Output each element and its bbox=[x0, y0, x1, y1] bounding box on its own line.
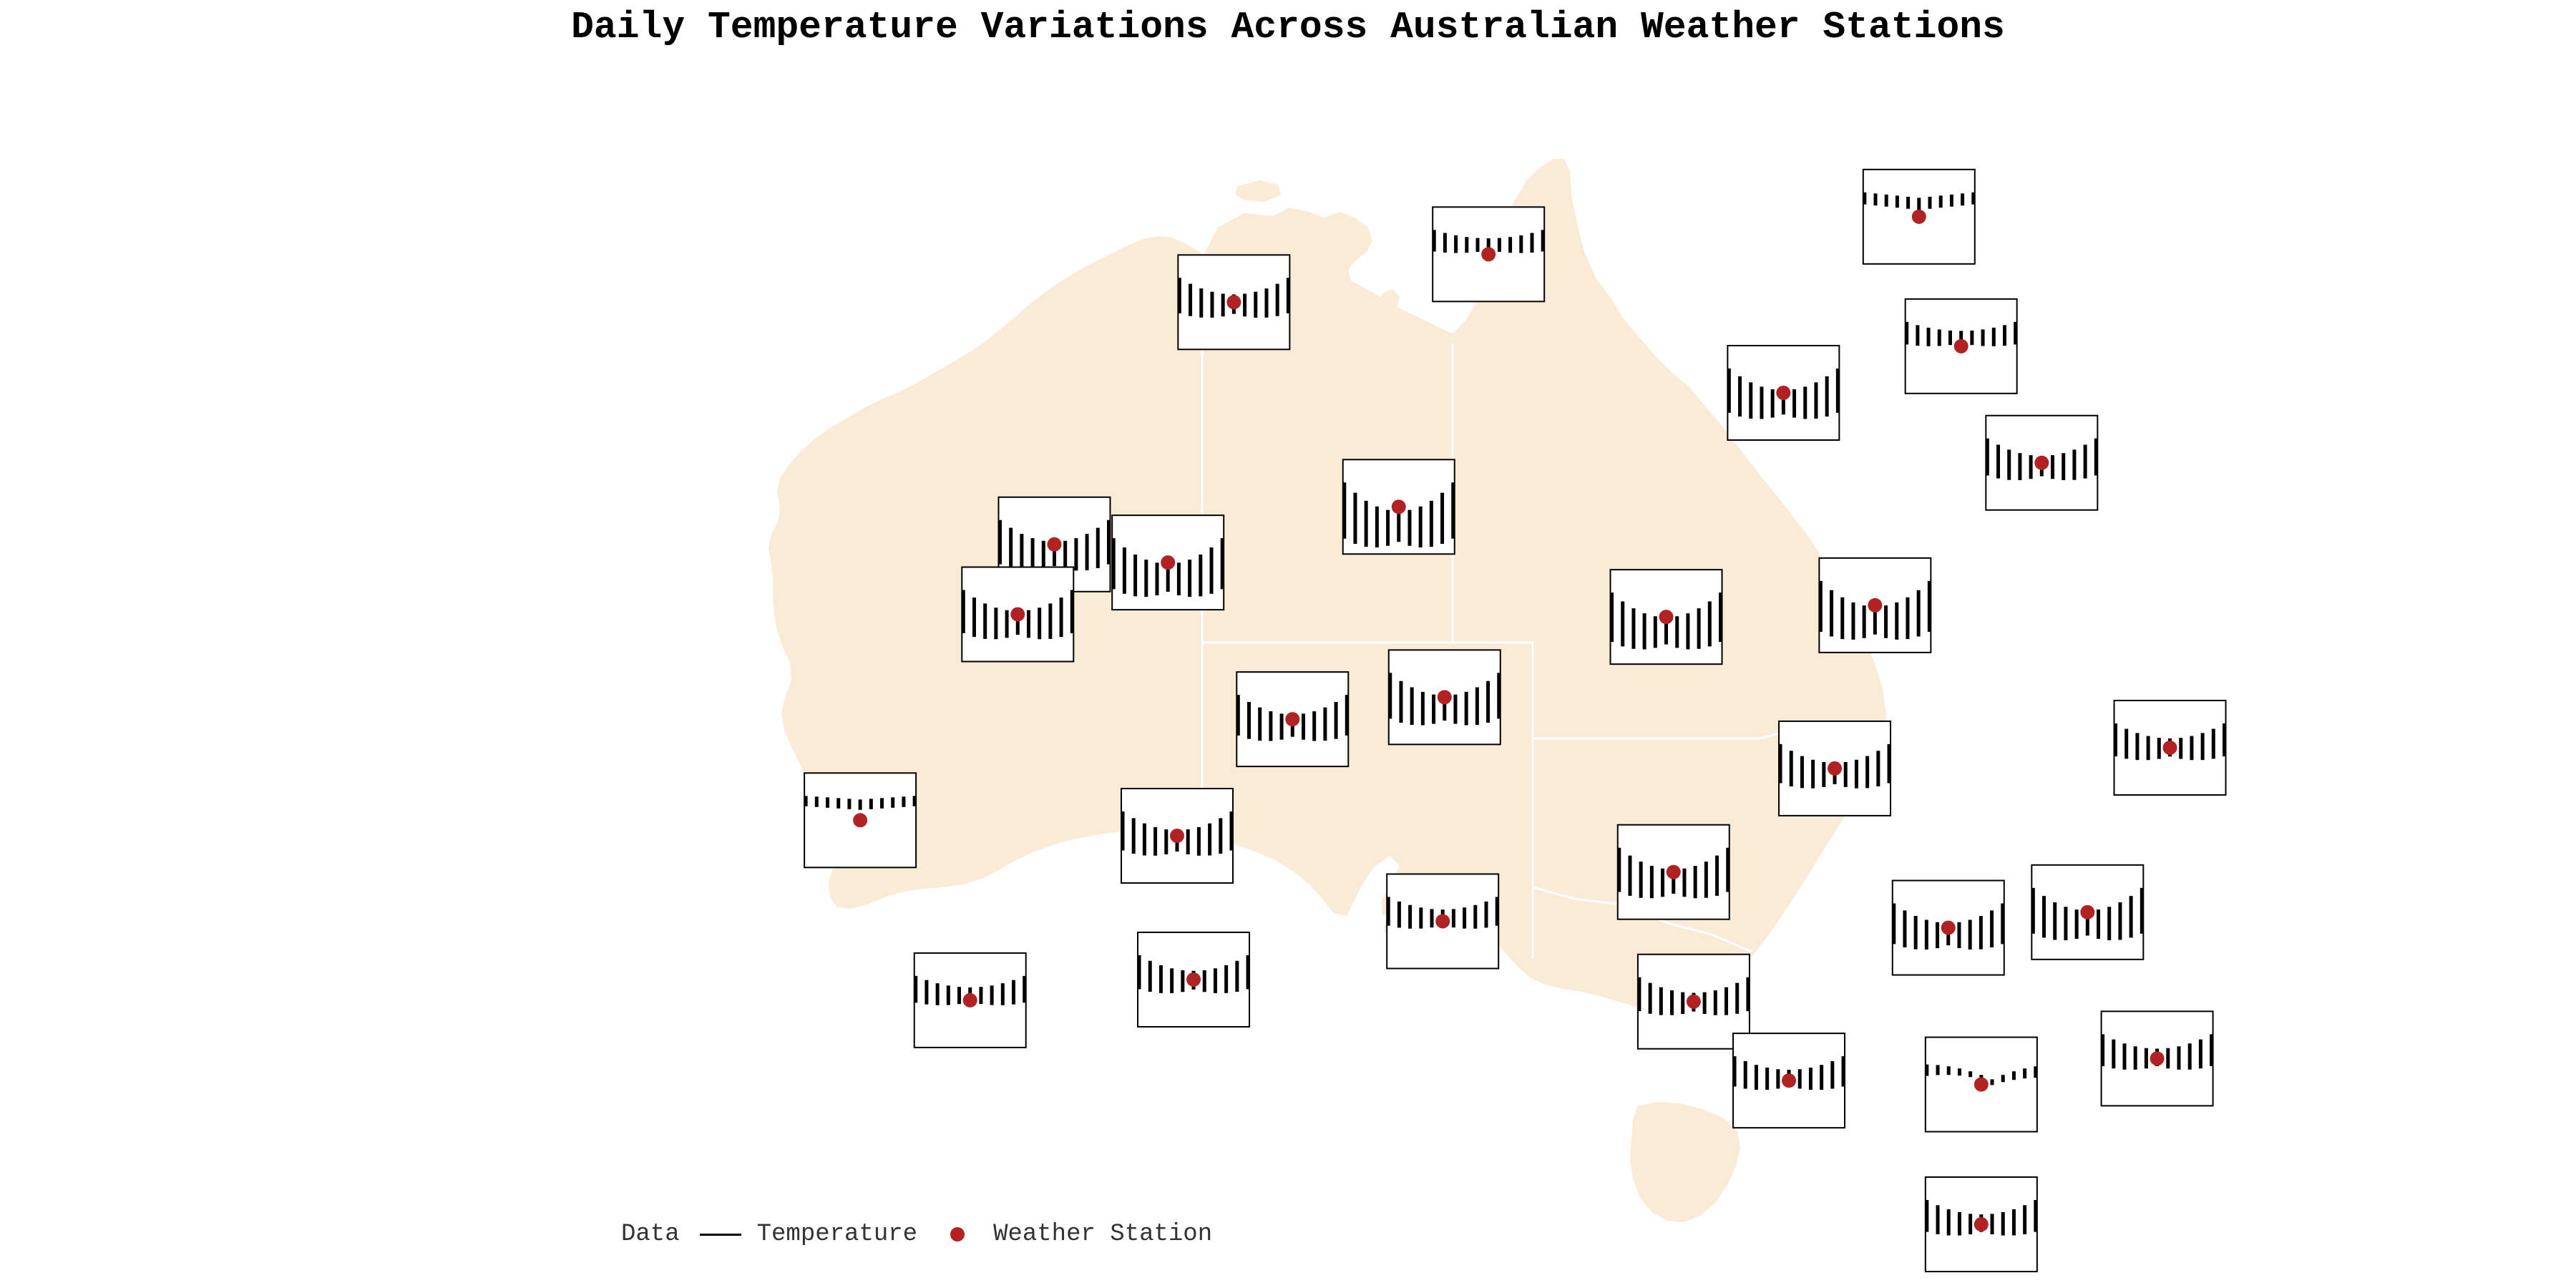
weather-station-marker[interactable] bbox=[1226, 295, 1241, 310]
australia-mainland bbox=[769, 159, 1886, 1012]
weather-station-marker[interactable] bbox=[1974, 1077, 1989, 1092]
station-inset bbox=[1609, 569, 1723, 665]
station-inset bbox=[1924, 1176, 2038, 1273]
station-inset bbox=[2031, 864, 2145, 960]
weather-station-marker[interactable] bbox=[1010, 607, 1025, 622]
tasmania bbox=[1630, 1102, 1740, 1222]
station-inset bbox=[1432, 206, 1546, 303]
station-inset bbox=[1985, 414, 2099, 511]
weather-station-marker[interactable] bbox=[1481, 247, 1496, 262]
weather-station-marker[interactable] bbox=[2034, 455, 2049, 470]
temperature-insets bbox=[804, 168, 2227, 1273]
weather-station-marker[interactable] bbox=[2150, 1051, 2165, 1066]
weather-station-marker[interactable] bbox=[1666, 864, 1681, 879]
station-inset bbox=[1732, 1033, 1846, 1129]
weather-station-marker[interactable] bbox=[1828, 761, 1843, 776]
station-inset bbox=[1236, 671, 1350, 768]
legend-item-weather-station-label: Weather Station bbox=[993, 1221, 1213, 1248]
station-inset bbox=[1924, 1036, 2038, 1133]
legend-item-temperature-label: Temperature bbox=[756, 1221, 918, 1248]
weather-station-marker[interactable] bbox=[1391, 499, 1406, 514]
station-inset bbox=[1177, 254, 1291, 351]
weather-station-marker[interactable] bbox=[2162, 740, 2177, 755]
weather-station-marker[interactable] bbox=[2080, 904, 2095, 919]
station-inset bbox=[2113, 699, 2227, 796]
weather-station-marker[interactable] bbox=[1161, 555, 1176, 570]
legend-heading: Data bbox=[621, 1221, 680, 1248]
station-inset bbox=[2100, 1010, 2214, 1107]
weather-station-marker[interactable] bbox=[1953, 338, 1968, 353]
weather-station-dot-swatch bbox=[950, 1227, 965, 1241]
weather-station-marker[interactable] bbox=[1941, 920, 1956, 935]
weather-station-marker[interactable] bbox=[1186, 972, 1201, 987]
australia-landmass bbox=[769, 159, 1886, 1222]
map-title: Daily Temperature Variations Across Aust… bbox=[571, 6, 2005, 49]
station-inset bbox=[1342, 459, 1455, 555]
station-inset bbox=[1636, 953, 1750, 1050]
station-inset bbox=[1727, 345, 1840, 441]
station-inset bbox=[1904, 298, 2018, 394]
weather-station-marker[interactable] bbox=[1686, 994, 1701, 1009]
station-inset bbox=[1818, 557, 1932, 653]
weather-station-marker[interactable] bbox=[1170, 829, 1184, 844]
weather-station-marker[interactable] bbox=[1911, 209, 1926, 224]
tiwi-islands bbox=[1235, 180, 1281, 202]
weather-station-marker[interactable] bbox=[1776, 386, 1791, 401]
weather-station-marker[interactable] bbox=[962, 992, 977, 1008]
weather-station-marker[interactable] bbox=[1659, 610, 1674, 625]
station-inset bbox=[1121, 788, 1234, 884]
station-inset bbox=[804, 772, 917, 869]
legend: Data Temperature Weather Station bbox=[621, 1218, 1212, 1251]
weather-station-marker[interactable] bbox=[1868, 597, 1883, 613]
weather-station-marker[interactable] bbox=[1974, 1217, 1989, 1232]
weather-station-marker[interactable] bbox=[1437, 690, 1452, 705]
station-inset bbox=[1387, 649, 1501, 746]
weather-station-marker[interactable] bbox=[1435, 914, 1450, 929]
groote-eylandt bbox=[1381, 289, 1400, 309]
station-inset bbox=[1616, 824, 1730, 920]
station-inset bbox=[1778, 720, 1892, 816]
station-inset bbox=[1137, 931, 1251, 1028]
weather-station-marker[interactable] bbox=[1047, 537, 1062, 552]
station-inset bbox=[1891, 879, 2005, 976]
temperature-line-swatch bbox=[699, 1233, 741, 1236]
weather-station-marker[interactable] bbox=[1285, 712, 1300, 727]
station-inset bbox=[961, 566, 1075, 663]
weather-station-marker[interactable] bbox=[1782, 1073, 1797, 1088]
station-inset-frame bbox=[1985, 414, 2099, 511]
station-inset bbox=[1862, 168, 1976, 265]
station-inset bbox=[1111, 514, 1225, 611]
weather-station-marker[interactable] bbox=[853, 813, 868, 828]
border-sa-qld bbox=[1453, 641, 1534, 738]
station-inset bbox=[1386, 873, 1500, 970]
station-inset bbox=[913, 952, 1027, 1048]
